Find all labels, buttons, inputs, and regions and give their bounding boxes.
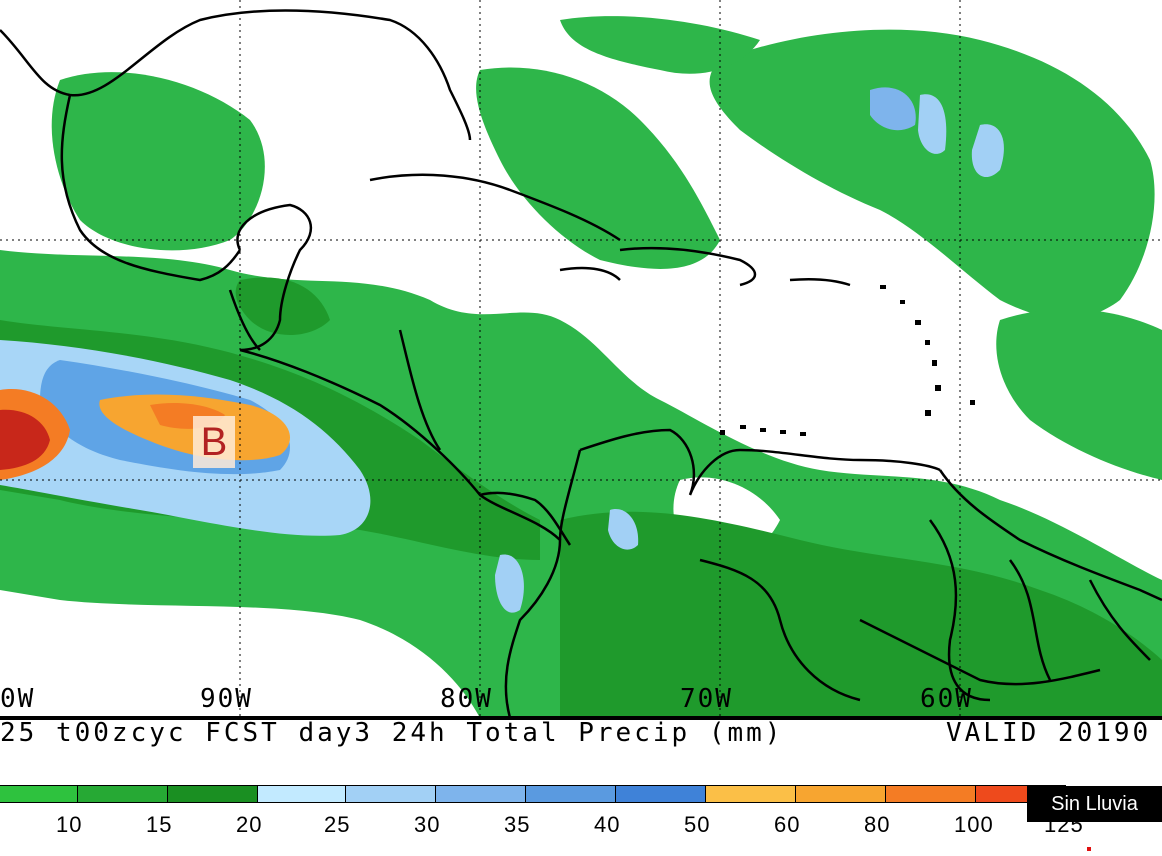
longitude-label-0: 0W [0, 684, 36, 714]
forecast-caption: 25 t00zcyc FCST day3 24h Total Precip (m… [0, 718, 1162, 752]
legend-tick-label: 100 [954, 812, 994, 837]
longitude-label-90w: 90W [200, 684, 253, 714]
legend-tick-label: 10 [56, 812, 83, 837]
legend-swatch [526, 785, 616, 803]
island-dots [720, 285, 975, 436]
caption-description: 25 t00zcyc FCST day3 24h Total Precip (m… [0, 718, 784, 748]
precip-legend-bar [0, 785, 1162, 803]
map-canvas [0, 0, 1162, 718]
map-gridlines [0, 0, 1162, 718]
legend-tick-label: 60 [774, 812, 801, 837]
legend-swatch [0, 785, 78, 803]
caption-valid-date: VALID 20190 [946, 718, 1152, 748]
red-dot-marker [1087, 847, 1091, 851]
sin-lluvia-badge: Sin Lluvia [1027, 786, 1162, 822]
legend-swatch [168, 785, 258, 803]
legend-swatch [706, 785, 796, 803]
longitude-label-80w: 80W [440, 684, 493, 714]
legend-swatch [616, 785, 706, 803]
legend-tick-label: 35 [504, 812, 531, 837]
precipitation-map: B 0W 90W 80W 70W 60W [0, 0, 1162, 718]
legend-tick-label: 50 [684, 812, 711, 837]
legend-swatch [796, 785, 886, 803]
legend-tick-label: 30 [414, 812, 441, 837]
legend-tick-label: 20 [236, 812, 263, 837]
longitude-label-70w: 70W [680, 684, 733, 714]
legend-swatch [436, 785, 526, 803]
legend-tick-label: 25 [324, 812, 351, 837]
legend-tick-label: 40 [594, 812, 621, 837]
legend-swatch [886, 785, 976, 803]
caption-divider [0, 716, 1162, 720]
coastlines [0, 9, 1162, 718]
legend-swatch [258, 785, 346, 803]
legend-tick-label: 80 [864, 812, 891, 837]
longitude-label-60w: 60W [920, 684, 973, 714]
legend-swatch [78, 785, 168, 803]
legend-swatch [346, 785, 436, 803]
legend-tick-label: 15 [146, 812, 173, 837]
low-pressure-marker: B [193, 416, 235, 468]
